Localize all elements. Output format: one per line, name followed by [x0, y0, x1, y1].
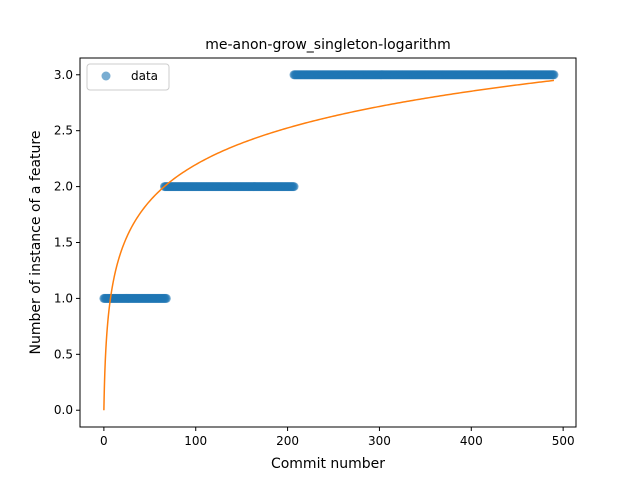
y-tick-label: 0.5 [54, 347, 73, 361]
legend-box [86, 63, 170, 91]
data-point [161, 293, 171, 303]
plot-area [99, 70, 559, 411]
y-tick-label: 1.5 [54, 236, 73, 250]
x-tick-label: 200 [276, 434, 299, 448]
chart-title: me-anon-grow_singleton-logarithm [205, 37, 451, 53]
legend: data [86, 63, 170, 91]
y-tick-label: 2.0 [54, 180, 73, 194]
y-tick-label: 0.0 [54, 403, 73, 417]
y-tick-label: 1.0 [54, 291, 73, 305]
legend-label-data: data [131, 69, 158, 83]
x-tick-label: 300 [368, 434, 391, 448]
fit-curve-line [103, 79, 555, 411]
y-tick-label: 2.5 [54, 124, 73, 138]
x-tick-label: 500 [552, 434, 575, 448]
x-tick-label: 100 [184, 434, 207, 448]
legend-marker-data [101, 71, 111, 81]
x-tick-label: 0 [100, 434, 108, 448]
y-axis-title: Number of instance of a feature [28, 131, 44, 355]
axis-ticks: 0 100 200 300 400 500 0.0 0.5 1.0 1.5 2.0 2.5 3.0 [54, 68, 575, 448]
y-tick-label: 3.0 [54, 68, 73, 82]
x-axis-title: Commit number [271, 456, 385, 472]
data-point [289, 182, 299, 192]
x-tick-label: 400 [460, 434, 483, 448]
data-point [549, 70, 559, 80]
